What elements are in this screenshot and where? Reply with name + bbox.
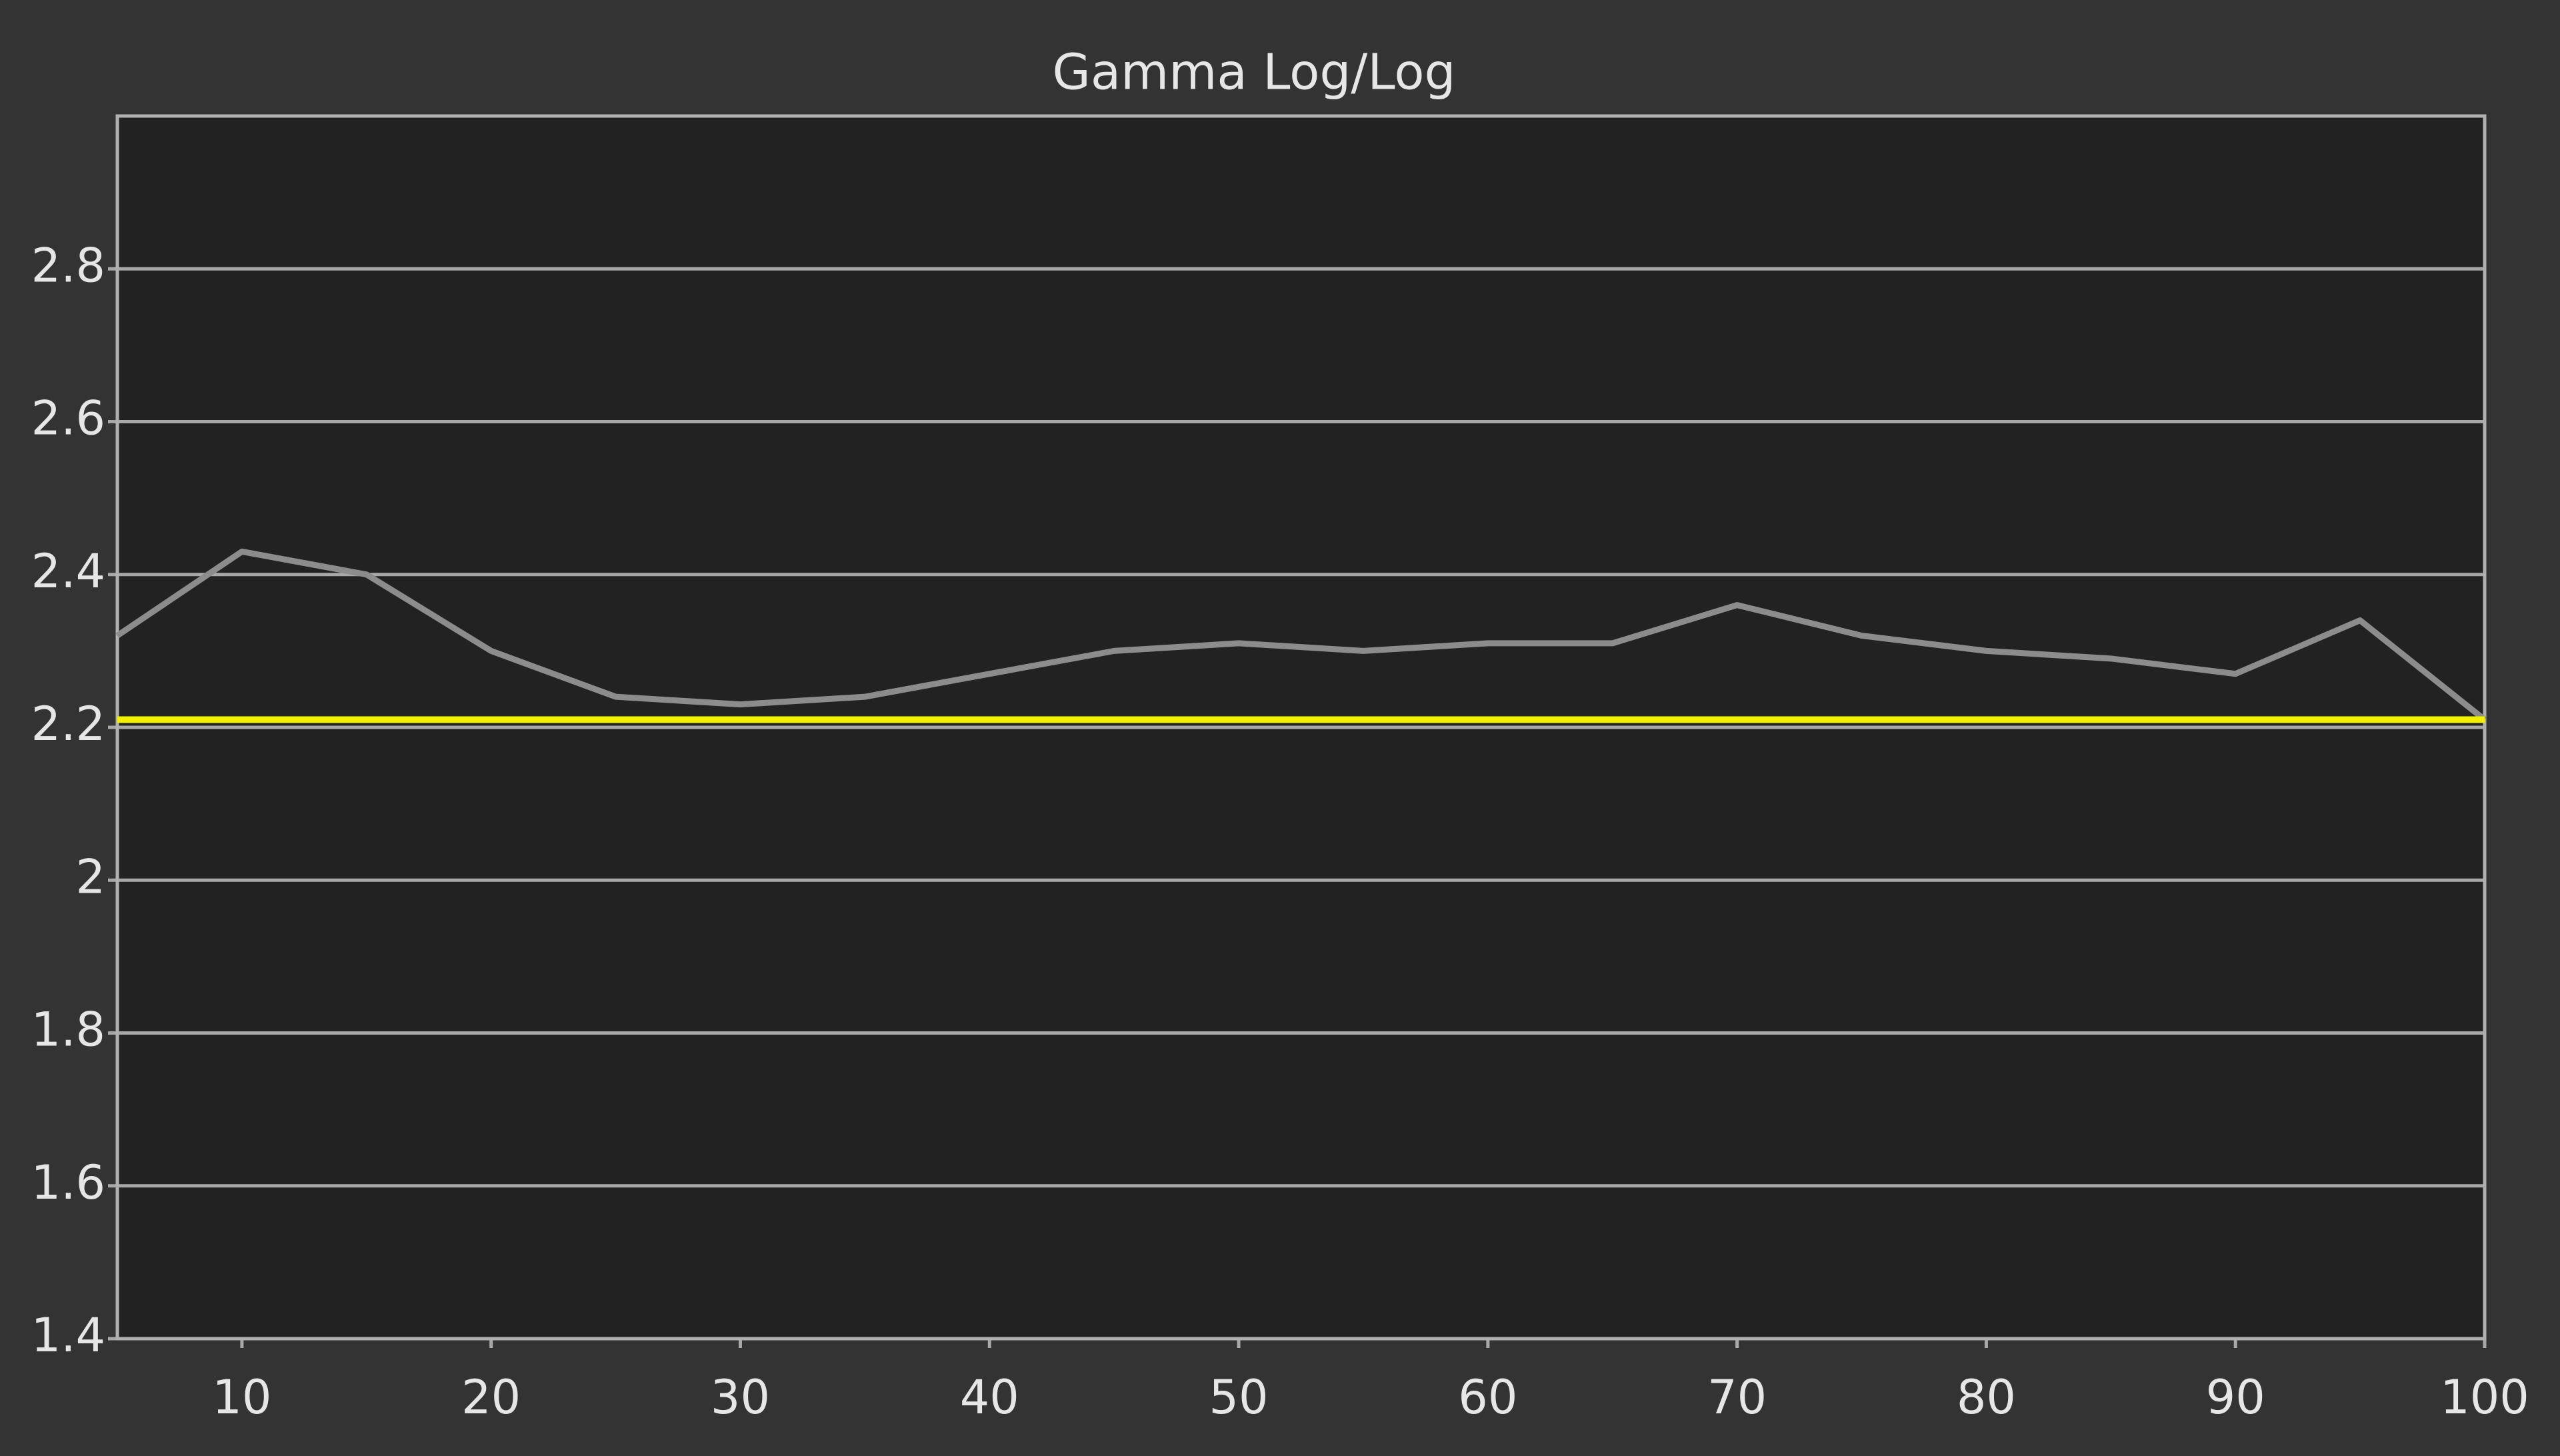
x-tick-label: 70 <box>1707 1370 1767 1425</box>
x-tick-label: 60 <box>1458 1370 1517 1425</box>
y-tick-label: 1.6 <box>31 1155 105 1210</box>
x-tick-label: 90 <box>2206 1370 2265 1425</box>
y-tick-label: 2.4 <box>31 544 105 599</box>
chart-title: Gamma Log/Log <box>1052 44 1455 101</box>
y-tick-label: 1.4 <box>31 1308 105 1363</box>
y-tick-label: 2.6 <box>31 391 105 446</box>
x-tick-label: 100 <box>2440 1370 2529 1425</box>
y-tick-label: 2.8 <box>31 238 105 293</box>
x-tick-label: 20 <box>461 1370 521 1425</box>
x-tick-label: 40 <box>960 1370 1019 1425</box>
x-tick-label: 50 <box>1209 1370 1269 1425</box>
x-tick-label: 30 <box>711 1370 770 1425</box>
y-tick-label: 2 <box>75 849 105 904</box>
y-tick-label: 2.2 <box>31 697 105 751</box>
x-tick-label: 10 <box>212 1370 271 1425</box>
x-tick-label: 80 <box>1957 1370 2016 1425</box>
plot-border <box>115 114 2487 1341</box>
y-tick-label: 1.8 <box>31 1003 105 1057</box>
series-line <box>115 548 2487 723</box>
